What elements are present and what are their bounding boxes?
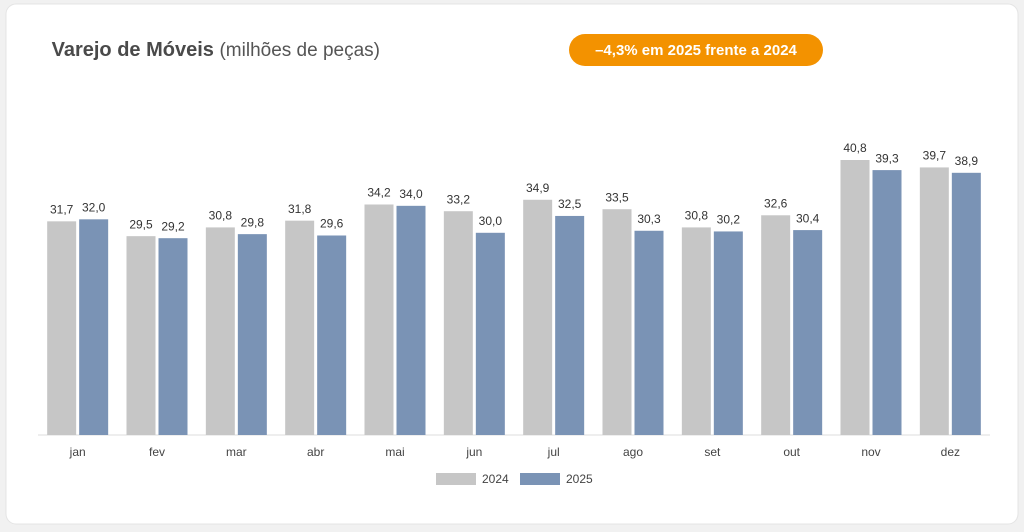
bar: [237, 234, 267, 435]
legend-label: 2025: [566, 472, 593, 486]
bar: [761, 215, 791, 435]
x-tick-label: mai: [385, 445, 404, 459]
bar: [79, 219, 109, 435]
value-label: 29,8: [241, 215, 265, 229]
bar: [713, 231, 743, 435]
bar: [793, 230, 823, 435]
bar: [872, 170, 902, 435]
chart-subtitle: (milhões de peças): [219, 40, 380, 61]
value-label: 32,6: [764, 196, 788, 210]
value-label: 31,7: [50, 203, 74, 217]
bar: [475, 232, 505, 435]
value-label: 31,8: [288, 202, 312, 216]
x-tick-label: jul: [547, 445, 560, 459]
x-tick-label: mar: [226, 445, 247, 459]
chart-title-group: Varejo de Móveis (milhões de peças): [52, 39, 380, 61]
bar: [158, 238, 188, 435]
bar: [919, 167, 949, 435]
legend-label: 2024: [482, 472, 509, 486]
x-tick-label: jun: [465, 445, 482, 459]
x-tick-label: nov: [861, 445, 880, 459]
annotation: –4,3% em 2025 frente a 2024: [595, 42, 797, 59]
bar: [396, 205, 426, 435]
value-label: 38,9: [955, 154, 979, 168]
x-tick-label: out: [783, 445, 800, 459]
value-label: 30,0: [479, 214, 503, 228]
bar: [681, 227, 711, 435]
value-label: 32,5: [558, 197, 582, 211]
x-tick-label: ago: [623, 445, 643, 459]
value-label: 29,2: [161, 219, 185, 233]
value-label: 39,3: [875, 151, 899, 165]
value-label: 34,0: [399, 187, 423, 201]
bar: [555, 215, 585, 435]
x-tick-label: dez: [941, 445, 960, 459]
value-label: 29,5: [129, 217, 153, 231]
bar: [634, 230, 664, 435]
value-label: 30,3: [637, 212, 661, 226]
bar: [205, 227, 235, 435]
value-label: 40,8: [843, 141, 867, 155]
value-label: 33,2: [447, 192, 471, 206]
legend-swatch: [520, 473, 560, 485]
value-label: 29,6: [320, 217, 344, 231]
bar: [126, 236, 156, 435]
x-tick-label: abr: [307, 445, 324, 459]
x-tick-label: fev: [149, 445, 165, 459]
value-label: 30,8: [209, 209, 233, 223]
x-tick-label: jan: [69, 445, 86, 459]
value-label: 33,5: [605, 190, 629, 204]
bar: [523, 199, 553, 435]
bar: [317, 235, 347, 435]
annotation-badge: [569, 34, 823, 66]
value-label: 30,8: [685, 209, 709, 223]
bar: [443, 211, 473, 435]
value-label: 32,0: [82, 200, 106, 214]
bar: [840, 160, 870, 435]
value-label: 39,7: [923, 149, 947, 163]
bar: [47, 221, 77, 435]
value-label: 30,2: [717, 213, 741, 227]
bar: [951, 172, 981, 435]
legend-swatch: [436, 473, 476, 485]
x-tick-label: set: [704, 445, 721, 459]
value-label: 34,2: [367, 186, 391, 200]
bar: [602, 209, 632, 435]
chart-title: Varejo de Móveis: [52, 39, 214, 61]
bar: [364, 204, 394, 435]
value-label: 34,9: [526, 181, 550, 195]
value-label: 30,4: [796, 211, 820, 225]
bar: [285, 220, 315, 435]
